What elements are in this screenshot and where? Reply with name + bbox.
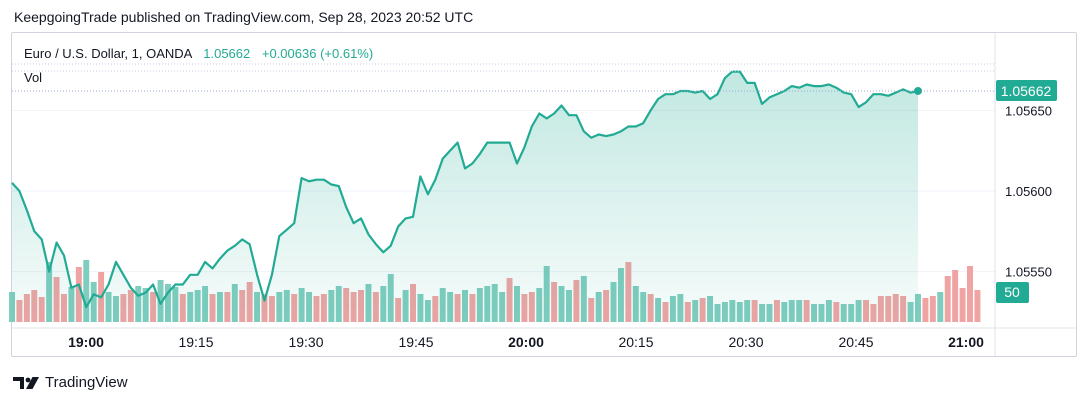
- price-change-value: +0.00636 (+0.61%): [261, 46, 374, 61]
- volume-bar: [959, 288, 966, 322]
- x-tick-label: 19:45: [398, 334, 433, 350]
- last-price-dot: [914, 86, 922, 95]
- volume-bar: [937, 292, 944, 322]
- volume-bar: [83, 260, 90, 322]
- price-area: [12, 71, 918, 322]
- last-price-label: 1.05662: [1001, 83, 1052, 99]
- x-tick-label: 20:30: [728, 334, 763, 350]
- price-line: [11, 70, 919, 309]
- x-tick-label: 19:15: [178, 334, 213, 350]
- last-price-label-bg: [996, 79, 1057, 101]
- y-tick-label: 1.05550: [1005, 265, 1052, 280]
- tradingview-logo-icon: [13, 376, 39, 389]
- volume-bar: [944, 276, 951, 322]
- y-tick-label: 1.05650: [1005, 103, 1052, 118]
- volume-bar: [967, 266, 973, 322]
- volume-label: 50: [1004, 284, 1020, 300]
- x-tick-label: 20:00: [508, 334, 544, 350]
- volume-label-bg: [996, 282, 1029, 303]
- volume-bar: [922, 298, 929, 322]
- symbol-name[interactable]: Euro / U.S. Dollar, 1, OANDA: [24, 46, 192, 61]
- x-tick-label: 19:30: [288, 334, 323, 350]
- x-tick-label: 21:00: [948, 334, 984, 350]
- volume-bar: [974, 290, 981, 322]
- x-tick-label: 19:00: [68, 334, 104, 350]
- x-tick-label: 20:15: [618, 334, 653, 350]
- y-tick-label: 1.05600: [1005, 184, 1052, 199]
- chart-legend: Euro / U.S. Dollar, 1, OANDA 1.05662 +0.…: [24, 46, 373, 61]
- volume-bar: [929, 296, 936, 322]
- chart-frame: [11, 32, 1077, 357]
- last-price-value: 1.05662: [203, 46, 251, 61]
- footer-brand-label: TradingView: [45, 374, 128, 391]
- footer-brand: TradingView: [13, 374, 128, 391]
- volume-bar: [952, 270, 959, 322]
- x-tick-label: 20:45: [838, 334, 873, 350]
- publisher-caption: KeepgoingTrade published on TradingView.…: [14, 9, 474, 25]
- volume-legend[interactable]: Vol: [24, 70, 43, 85]
